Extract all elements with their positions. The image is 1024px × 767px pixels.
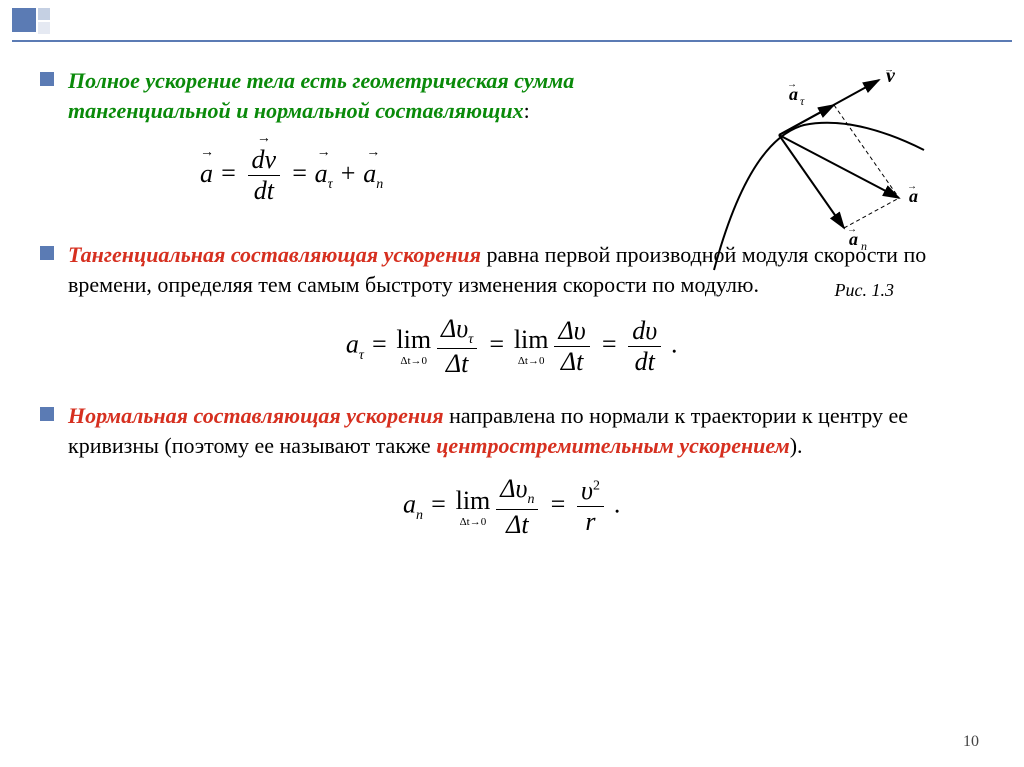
section1-colon: : — [524, 98, 530, 123]
formula-3: an = limΔt→0ΔυnΔt = υ2r . — [40, 474, 984, 539]
svg-text:τ: τ — [800, 94, 805, 108]
svg-text:→: → — [787, 79, 797, 90]
top-divider — [12, 40, 1012, 42]
section3-highlight1: Нормальная составляющая ускорения — [68, 403, 444, 428]
svg-text:→: → — [847, 224, 857, 235]
section-3: Нормальная составляющая ускорения направ… — [40, 401, 984, 460]
bullet-icon — [40, 407, 54, 421]
section2-highlight: Тангенциальная составляющая ускорения — [68, 242, 481, 267]
section3-end: ). — [790, 433, 803, 458]
svg-text:n: n — [861, 239, 867, 253]
section-1: Полное ускорение тела есть геометрическа… — [40, 66, 580, 125]
page-number: 10 — [963, 733, 979, 751]
bullet-icon — [40, 72, 54, 86]
section3-highlight2: центростремительным ускорением — [436, 433, 790, 458]
svg-text:→: → — [884, 70, 894, 75]
section1-heading: Полное ускорение тела есть геометрическа… — [68, 68, 574, 123]
figure-caption: Рис. 1.3 — [835, 280, 894, 301]
vector-diagram: v → a τ → a → a n → — [694, 70, 964, 300]
formula-2: aτ = limΔt→0ΔυτΔt = limΔt→0ΔυΔt = dυdt . — [40, 314, 984, 379]
svg-text:→: → — [907, 181, 917, 192]
bullet-icon — [40, 246, 54, 260]
